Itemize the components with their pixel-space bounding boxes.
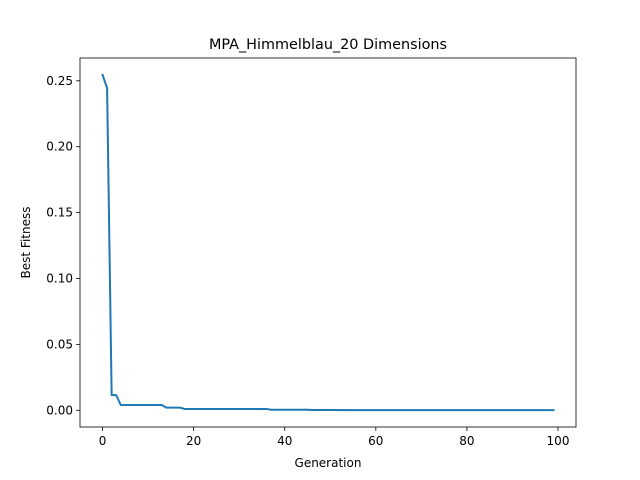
- x-tick-label: 60: [368, 434, 383, 448]
- plot-area: [80, 58, 576, 427]
- series-line: [101, 73, 555, 412]
- x-tick-label: 20: [186, 434, 201, 448]
- x-tick-label: 100: [547, 434, 570, 448]
- y-tick-label: 0.05: [46, 337, 73, 351]
- chart-title: MPA_Himmelblau_20 Dimensions: [209, 37, 447, 53]
- y-tick-label: 0.00: [46, 403, 73, 417]
- plot-frame: [79, 57, 577, 428]
- x-tick-label: 0: [99, 434, 107, 448]
- x-axis: 0 20 40 60 80 100: [99, 427, 570, 448]
- y-tick-label: 0.10: [46, 271, 73, 285]
- series-group: [101, 73, 555, 412]
- y-tick-label: 0.25: [46, 74, 73, 88]
- y-tick-label: 0.15: [46, 206, 73, 220]
- y-axis: 0.00 0.05 0.10 0.15 0.20 0.25: [46, 74, 80, 417]
- x-axis-label: Generation: [295, 456, 362, 470]
- y-tick-label: 0.20: [46, 140, 73, 154]
- y-axis-label: Best Fitness: [19, 207, 33, 279]
- x-tick-label: 40: [277, 434, 292, 448]
- x-tick-label: 80: [459, 434, 474, 448]
